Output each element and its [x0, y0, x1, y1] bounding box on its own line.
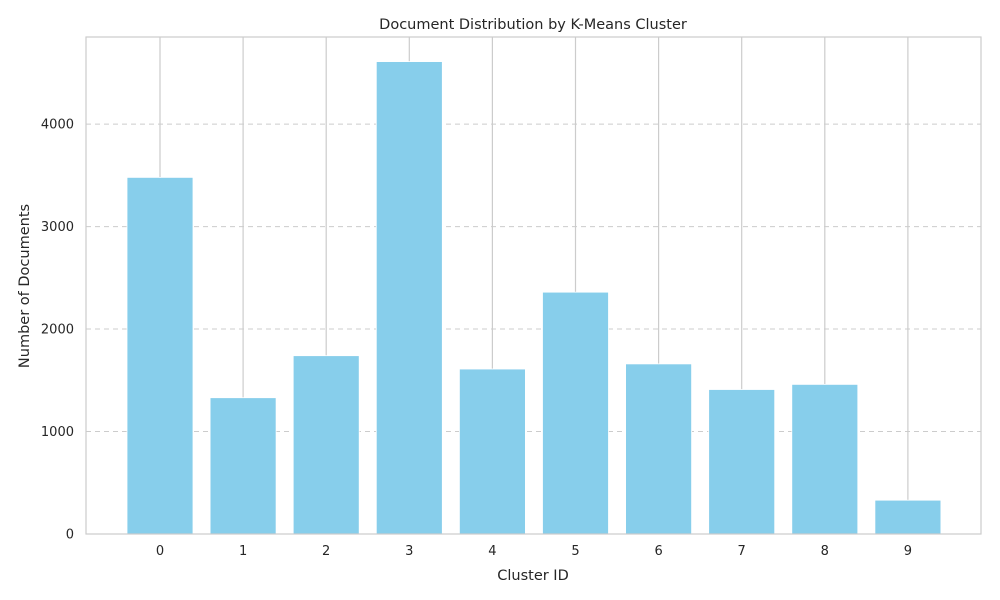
- y-axis-label: Number of Documents: [17, 204, 33, 368]
- x-axis-label: Cluster ID: [497, 568, 569, 584]
- x-tick-label: 4: [488, 544, 496, 559]
- x-tick-label: 1: [239, 544, 247, 559]
- y-tick-label: 1000: [41, 425, 74, 440]
- bar-cluster-9: [874, 499, 942, 535]
- bar-cluster-8: [791, 383, 859, 535]
- y-axis-ticks: 0 1000 2000 3000 4000: [41, 118, 74, 543]
- bars: [126, 61, 942, 535]
- chart-title: Document Distribution by K-Means Cluster: [379, 17, 687, 33]
- bar-cluster-7: [708, 389, 776, 535]
- x-tick-label: 9: [904, 544, 912, 559]
- bar-cluster-2: [292, 355, 360, 535]
- bar-cluster-1: [209, 397, 277, 535]
- y-tick-label: 4000: [41, 118, 74, 133]
- y-tick-label: 0: [66, 528, 74, 543]
- bar-cluster-6: [625, 363, 692, 535]
- bar-cluster-3: [375, 61, 443, 535]
- x-tick-label: 0: [156, 544, 164, 559]
- bar-cluster-4: [458, 368, 526, 535]
- x-tick-label: 3: [405, 544, 413, 559]
- x-tick-label: 5: [571, 544, 579, 559]
- x-tick-label: 8: [821, 544, 829, 559]
- x-axis-ticks: 0 1 2 3 4 5 6 7 8 9: [156, 544, 912, 559]
- plot-frame: [85, 36, 982, 535]
- y-tick-label: 2000: [41, 323, 74, 338]
- x-tick-label: 7: [738, 544, 746, 559]
- x-tick-label: 2: [322, 544, 330, 559]
- bar-cluster-0: [126, 176, 194, 535]
- bar-cluster-5: [542, 291, 609, 535]
- y-tick-label: 3000: [41, 220, 74, 235]
- x-tick-label: 6: [654, 544, 662, 559]
